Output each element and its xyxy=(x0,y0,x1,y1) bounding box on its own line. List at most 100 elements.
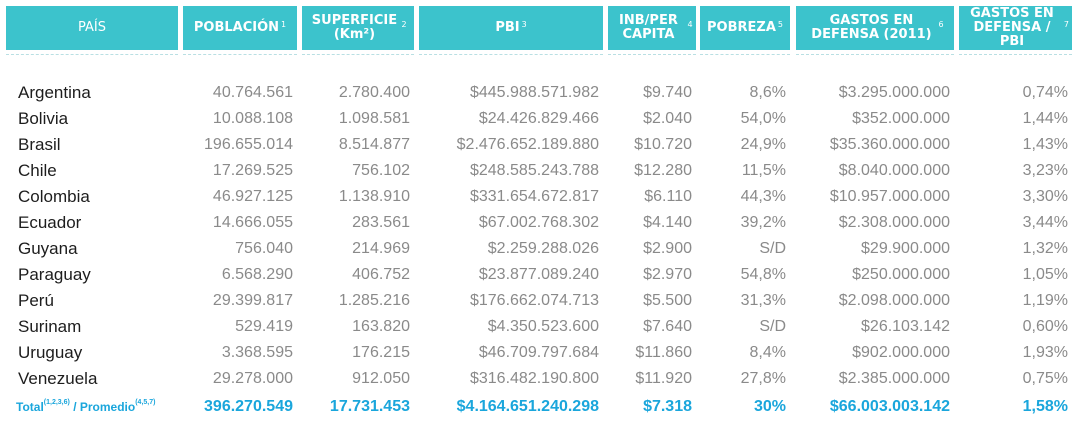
table-row: Guyana 756.040 214.969 $2.259.288.026 $2… xyxy=(0,236,1080,262)
superficie-value: 214.969 xyxy=(352,240,410,257)
gastos-value: $10.957.000.000 xyxy=(829,188,950,205)
country-name: Venezuela xyxy=(18,369,98,388)
gastos-pbi-value: 1,19% xyxy=(1022,292,1068,309)
gastos-value: $250.000.000 xyxy=(852,266,950,283)
header-gastos-pbi-note: 7 xyxy=(1063,20,1069,29)
gastos-pbi-value: 0,60% xyxy=(1022,318,1068,335)
header-pobreza: POBREZA 5 xyxy=(700,6,790,50)
pbi-value: $316.482.190.800 xyxy=(469,370,599,387)
superficie-value: 1.138.910 xyxy=(338,188,410,205)
pbi-value: $67.002.768.302 xyxy=(478,214,599,231)
pbi-value: $23.877.089.240 xyxy=(478,266,599,283)
table-row: Surinam 529.419 163.820 $4.350.523.600 $… xyxy=(0,314,1080,340)
header-divider xyxy=(608,54,696,55)
poblacion-value: 40.764.561 xyxy=(212,84,293,101)
gastos-pbi-value: 1,05% xyxy=(1022,266,1068,283)
country-name: Colombia xyxy=(18,187,90,206)
header-divider xyxy=(796,54,954,55)
total-row: Total(1,2,3,6) / Promedio(4,5,7) 396.270… xyxy=(0,394,1080,420)
country-name: Bolivia xyxy=(18,109,69,128)
pbi-value: $24.426.829.466 xyxy=(478,110,599,127)
superficie-value: 8.514.877 xyxy=(338,136,410,153)
gastos-value: $35.360.000.000 xyxy=(829,136,950,153)
poblacion-value: 29.399.817 xyxy=(212,292,293,309)
gastos-value: $2.385.000.000 xyxy=(838,370,950,387)
inb-value: $10.720 xyxy=(634,136,692,153)
pobreza-value: S/D xyxy=(759,240,786,257)
total-label-text: Total xyxy=(16,400,44,414)
inb-value: $4.140 xyxy=(643,214,692,231)
header-gastos-pbi-label: GASTOS EN DEFENSA / PBI xyxy=(970,6,1054,49)
pobreza-value: 27,8% xyxy=(740,370,786,387)
poblacion-value: 17.269.525 xyxy=(212,162,293,179)
header-poblacion: POBLACIÓN 1 xyxy=(183,6,297,50)
superficie-value: 406.752 xyxy=(352,266,410,283)
header-gastos-label: GASTOS EN DEFENSA (2011) xyxy=(811,13,932,42)
country-name: Perú xyxy=(18,291,54,310)
pobreza-value: 8,4% xyxy=(749,344,786,361)
pobreza-value: S/D xyxy=(759,318,786,335)
promedio-pobreza: 30% xyxy=(753,398,786,415)
header-divider xyxy=(183,54,297,55)
pobreza-value: 39,2% xyxy=(740,214,786,231)
superficie-value: 1.285.216 xyxy=(338,292,410,309)
poblacion-value: 14.666.055 xyxy=(212,214,293,231)
promedio-gastos-pbi: 1,58% xyxy=(1022,398,1068,415)
pobreza-value: 24,9% xyxy=(740,136,786,153)
header-pobreza-note: 5 xyxy=(777,20,783,29)
country-name: Uruguay xyxy=(18,343,83,362)
header-poblacion-label: POBLACIÓN xyxy=(193,20,280,35)
gastos-value: $29.900.000 xyxy=(861,240,950,257)
gastos-pbi-value: 3,30% xyxy=(1022,188,1068,205)
table-row: Uruguay 3.368.595 176.215 $46.709.797.68… xyxy=(0,340,1080,366)
superficie-value: 176.215 xyxy=(352,344,410,361)
country-name: Guyana xyxy=(18,239,78,258)
total-label-note: (1,2,3,6) xyxy=(43,399,70,406)
inb-value: $12.280 xyxy=(634,162,692,179)
header-gastos-note: 6 xyxy=(938,20,944,29)
table-row: Venezuela 29.278.000 912.050 $316.482.19… xyxy=(0,366,1080,392)
superficie-value: 912.050 xyxy=(352,370,410,387)
superficie-value: 283.561 xyxy=(352,214,410,231)
gastos-pbi-value: 1,44% xyxy=(1022,110,1068,127)
header-pobreza-label: POBREZA xyxy=(707,20,776,35)
gastos-value: $902.000.000 xyxy=(852,344,950,361)
pbi-value: $445.988.571.982 xyxy=(469,84,599,101)
pobreza-value: 8,6% xyxy=(749,84,786,101)
gastos-value: $26.103.142 xyxy=(861,318,950,335)
poblacion-value: 29.278.000 xyxy=(212,370,293,387)
pbi-value: $46.709.797.684 xyxy=(478,344,599,361)
poblacion-value: 46.927.125 xyxy=(212,188,293,205)
poblacion-value: 196.655.014 xyxy=(204,136,293,153)
pobreza-value: 54,8% xyxy=(740,266,786,283)
header-divider xyxy=(700,54,790,55)
inb-value: $2.040 xyxy=(643,110,692,127)
superficie-value: 163.820 xyxy=(352,318,410,335)
table-row: Bolivia 10.088.108 1.098.581 $24.426.829… xyxy=(0,106,1080,132)
gastos-pbi-value: 0,75% xyxy=(1022,370,1068,387)
poblacion-value: 10.088.108 xyxy=(212,110,293,127)
gastos-value: $8.040.000.000 xyxy=(838,162,950,179)
header-superficie-label: SUPERFICIE (Km²) xyxy=(311,13,398,42)
header-divider xyxy=(419,54,603,55)
header-pbi-label: PBI xyxy=(495,20,520,35)
total-gastos: $66.003.003.142 xyxy=(829,398,950,415)
gastos-pbi-value: 3,23% xyxy=(1022,162,1068,179)
poblacion-value: 529.419 xyxy=(235,318,293,335)
header-superficie: SUPERFICIE (Km²) 2 xyxy=(302,6,414,50)
poblacion-value: 756.040 xyxy=(235,240,293,257)
header-pbi-note: 3 xyxy=(521,20,527,29)
header-inb-per-capita: INB/PER CAPITA 4 xyxy=(608,6,696,50)
total-label-separator: / xyxy=(69,400,80,414)
table-row: Paraguay 6.568.290 406.752 $23.877.089.2… xyxy=(0,262,1080,288)
header-divider xyxy=(6,54,178,55)
country-name: Ecuador xyxy=(18,213,82,232)
country-name: Chile xyxy=(18,161,57,180)
table-row: Chile 17.269.525 756.102 $248.585.243.78… xyxy=(0,158,1080,184)
total-pbi: $4.164.651.240.298 xyxy=(456,398,599,415)
gastos-value: $352.000.000 xyxy=(852,110,950,127)
pobreza-value: 11,5% xyxy=(741,162,786,179)
promedio-label-text: Promedio xyxy=(79,400,136,414)
header-gastos-pbi: GASTOS EN DEFENSA / PBI 7 xyxy=(959,6,1072,50)
